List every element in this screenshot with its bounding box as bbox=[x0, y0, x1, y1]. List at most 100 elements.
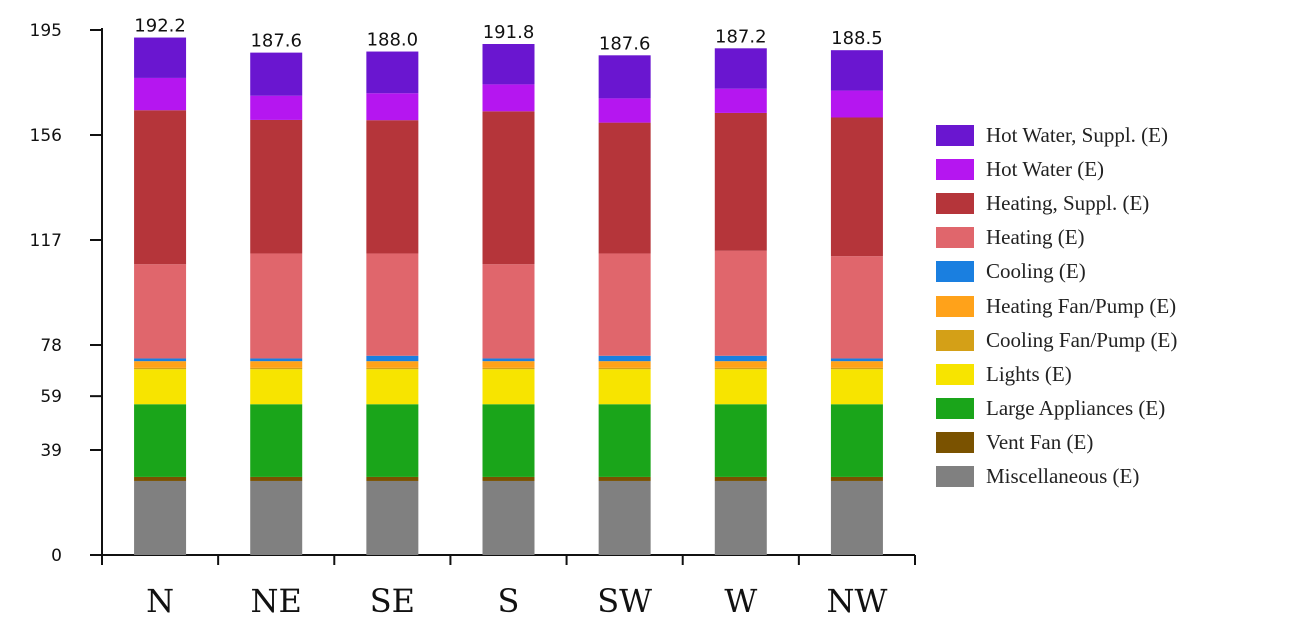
legend-label: Hot Water (E) bbox=[986, 156, 1105, 181]
x-axis: N NE SE S SW W NW bbox=[101, 554, 916, 618]
legend-item: Cooling Fan/Pump (E) bbox=[936, 323, 1301, 357]
bar-segment bbox=[830, 367, 883, 370]
legend-item: Hot Water, Suppl. (E) bbox=[936, 118, 1301, 152]
total-label: 192.2 bbox=[134, 16, 186, 37]
bar-segment bbox=[134, 367, 187, 370]
total-label: 187.2 bbox=[715, 26, 767, 47]
x-tick-label: S bbox=[498, 582, 520, 618]
legend-label: Lights (E) bbox=[986, 361, 1072, 386]
x-tick-label: NW bbox=[826, 582, 887, 618]
legend-item: Miscellaneous (E) bbox=[936, 460, 1301, 494]
bar-segment bbox=[598, 355, 651, 362]
bar-segment bbox=[598, 98, 651, 123]
bar-stack-se bbox=[366, 51, 419, 555]
bar-segment bbox=[250, 480, 303, 555]
legend-swatch bbox=[936, 329, 974, 351]
x-tick-label: W bbox=[724, 582, 757, 618]
bar-segment bbox=[250, 52, 303, 96]
bar-stack-w bbox=[714, 48, 767, 555]
bar-segment bbox=[482, 358, 535, 362]
bar-segment bbox=[482, 44, 535, 85]
legend-swatch bbox=[936, 261, 974, 283]
y-tick-label: 195 bbox=[30, 21, 62, 41]
bar-segment bbox=[598, 369, 651, 405]
total-label: 188.5 bbox=[831, 28, 883, 49]
legend-swatch bbox=[936, 124, 974, 146]
bar-segment bbox=[482, 111, 535, 265]
y-axis: 0 39 59 78 117 156 195 bbox=[30, 21, 103, 566]
bar-segment bbox=[598, 55, 651, 99]
bar-segment bbox=[830, 90, 883, 118]
bar-segment bbox=[250, 358, 303, 362]
bar-segment bbox=[714, 480, 767, 555]
bar-segment bbox=[366, 93, 419, 121]
x-tick-label: SE bbox=[370, 582, 415, 618]
bar-segment bbox=[134, 358, 187, 362]
bar-segment bbox=[134, 110, 187, 265]
bar-segment bbox=[830, 50, 883, 91]
bar-segment bbox=[598, 367, 651, 370]
bar-stack-n bbox=[134, 37, 187, 555]
legend-swatch bbox=[936, 192, 974, 214]
bar-segment bbox=[482, 84, 535, 112]
bar-segment bbox=[482, 367, 535, 370]
bar-segment bbox=[250, 95, 303, 120]
bar-segment bbox=[366, 253, 419, 356]
bar-segment bbox=[134, 476, 187, 481]
bar-segment bbox=[482, 369, 535, 405]
bar-stacks bbox=[134, 37, 883, 555]
legend-label: Cooling (E) bbox=[986, 259, 1086, 284]
legend-swatch bbox=[936, 227, 974, 249]
legend-item: Lights (E) bbox=[936, 357, 1301, 391]
y-tick-label: 117 bbox=[30, 231, 62, 251]
legend-label: Cooling Fan/Pump (E) bbox=[986, 327, 1178, 352]
bar-segment bbox=[598, 122, 651, 254]
bar-segment bbox=[134, 37, 187, 78]
legend-item: Cooling (E) bbox=[936, 255, 1301, 289]
legend-label: Heating (E) bbox=[986, 225, 1085, 250]
total-label: 191.8 bbox=[483, 22, 535, 43]
bar-segment bbox=[714, 48, 767, 89]
bar-segment bbox=[598, 480, 651, 555]
bar-segment bbox=[598, 253, 651, 356]
bar-segment bbox=[598, 361, 651, 368]
bar-segment bbox=[366, 120, 419, 254]
legend-label: Heating Fan/Pump (E) bbox=[986, 293, 1177, 318]
legend-swatch bbox=[936, 398, 974, 420]
bar-stack-nw bbox=[830, 50, 883, 555]
bar-segment bbox=[714, 369, 767, 405]
legend-label: Miscellaneous (E) bbox=[986, 464, 1140, 489]
bar-segment bbox=[482, 361, 535, 368]
bar-segment bbox=[714, 404, 767, 477]
bar-segment bbox=[830, 404, 883, 477]
bar-segment bbox=[250, 119, 303, 254]
total-label: 188.0 bbox=[367, 30, 419, 51]
total-label: 187.6 bbox=[599, 33, 651, 54]
bar-segment bbox=[366, 404, 419, 477]
bar-stack-sw bbox=[598, 55, 651, 555]
bar-segment bbox=[714, 361, 767, 368]
bar-segment bbox=[250, 367, 303, 370]
bar-segment bbox=[714, 250, 767, 356]
bar-segment bbox=[134, 264, 187, 359]
bar-segment bbox=[830, 369, 883, 405]
legend-swatch bbox=[936, 158, 974, 180]
bar-segment bbox=[250, 253, 303, 359]
bar-segment bbox=[366, 361, 419, 368]
y-tick-label: 156 bbox=[30, 126, 62, 146]
bar-segment bbox=[134, 404, 187, 477]
legend: Hot Water, Suppl. (E) Hot Water (E) Heatin… bbox=[936, 118, 1301, 494]
bar-segment bbox=[830, 256, 883, 359]
y-tick-label: 0 bbox=[51, 546, 62, 566]
bar-segment bbox=[830, 361, 883, 368]
legend-swatch bbox=[936, 363, 974, 385]
y-tick-label: 39 bbox=[40, 441, 62, 461]
bar-segment bbox=[366, 355, 419, 362]
bar-segment bbox=[134, 480, 187, 555]
legend-label: Vent Fan (E) bbox=[986, 430, 1094, 455]
total-labels: 192.2 187.6 188.0 191.8 187.6 187.2 188.5 bbox=[134, 16, 882, 55]
legend-label: Heating, Suppl. (E) bbox=[986, 190, 1150, 215]
total-label: 187.6 bbox=[250, 31, 302, 52]
bar-stack-s bbox=[482, 44, 535, 555]
